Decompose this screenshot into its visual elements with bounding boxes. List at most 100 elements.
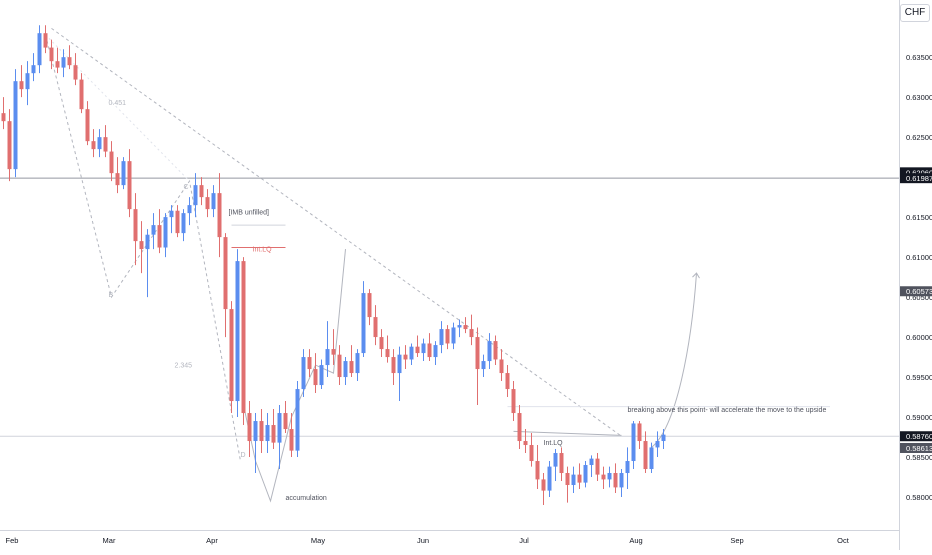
candle <box>404 345 408 369</box>
candle-body <box>128 161 132 209</box>
candle-body <box>218 193 222 237</box>
candle <box>542 473 546 505</box>
candle <box>662 429 666 449</box>
candle <box>308 349 312 377</box>
candle <box>98 129 102 157</box>
candle <box>650 443 654 473</box>
candle-body <box>284 413 288 429</box>
candle-body <box>146 235 150 249</box>
price-axis-tick: 0.63500 <box>906 53 932 62</box>
candle <box>134 193 138 265</box>
candle-body <box>350 361 354 373</box>
candle-body <box>248 413 252 441</box>
candle <box>536 445 540 489</box>
time-axis-tick: Aug <box>629 536 642 545</box>
candle-body <box>266 425 270 441</box>
candle <box>416 335 420 357</box>
candle-body <box>50 48 54 62</box>
price-axis-tick: 0.61500 <box>906 213 932 222</box>
candle <box>320 359 324 389</box>
candle-body <box>476 337 480 369</box>
price-axis-layer: 0.580000.585000.590000.595000.600000.605… <box>900 0 932 550</box>
drawing-point-label: D <box>241 452 246 459</box>
candle-body <box>272 425 276 443</box>
candle-body <box>152 225 156 235</box>
candle-body <box>404 355 408 360</box>
candle-body <box>428 343 432 357</box>
candle-body <box>74 65 78 79</box>
candle <box>260 409 264 453</box>
candle <box>380 329 384 357</box>
candle-body <box>626 461 630 473</box>
candle <box>584 461 588 487</box>
candle <box>614 463 618 493</box>
price-label-text: 0.61987 <box>906 174 932 183</box>
candle-body <box>80 80 84 110</box>
candle <box>62 49 66 77</box>
candle <box>428 333 432 361</box>
candle <box>92 129 96 157</box>
drawing-point-label: 2.345 <box>175 362 193 369</box>
candle-body <box>62 57 66 67</box>
price-axis-tick: 0.63000 <box>906 93 932 102</box>
candle <box>152 213 156 249</box>
price-axis-tick: 0.58500 <box>906 453 932 462</box>
time-axis-tick: Jul <box>519 536 529 545</box>
accumulation-path <box>244 249 346 501</box>
candle <box>206 189 210 217</box>
candle <box>26 61 30 105</box>
candle <box>140 221 144 273</box>
candle <box>608 467 612 488</box>
candle <box>512 381 516 421</box>
candle <box>464 317 468 333</box>
candle <box>434 341 438 365</box>
candle-body <box>596 459 600 475</box>
candle-body <box>122 161 126 185</box>
price-label-text: 0.60573 <box>906 287 932 296</box>
candle <box>344 357 348 385</box>
candle-body <box>494 341 498 359</box>
candle <box>44 25 48 53</box>
candle-body <box>638 423 642 441</box>
drawing-point-label: C <box>184 184 189 191</box>
candle-body <box>602 475 606 480</box>
candle <box>38 25 42 73</box>
candle <box>188 197 192 225</box>
candle-body <box>188 205 192 213</box>
candle-body <box>206 197 210 209</box>
candle <box>398 347 402 401</box>
candle-body <box>554 453 558 467</box>
candle-body <box>140 241 144 249</box>
candle <box>560 447 564 481</box>
candle <box>524 429 528 453</box>
chart-annotation: accumulation <box>286 495 327 502</box>
candle <box>452 323 456 349</box>
candle <box>146 229 150 297</box>
candle-body <box>548 467 552 491</box>
candle-body <box>356 353 360 373</box>
candle-body <box>56 61 60 67</box>
time-axis-tick: Sep <box>730 536 743 545</box>
candle <box>458 319 462 337</box>
candle-body <box>86 109 90 141</box>
candle-body <box>344 361 348 377</box>
projection-arrow <box>652 273 697 447</box>
candle <box>368 289 372 325</box>
candle <box>218 173 222 257</box>
candle <box>272 409 276 449</box>
candle <box>470 315 474 345</box>
candle <box>566 467 570 503</box>
price-axis-tick: 0.60000 <box>906 333 932 342</box>
candle-body <box>512 389 516 413</box>
currency-badge[interactable]: CHF <box>900 4 930 22</box>
candle-body <box>164 217 168 247</box>
candle <box>374 305 378 345</box>
candle-body <box>170 211 174 217</box>
candle <box>230 301 234 413</box>
candle <box>410 343 414 365</box>
chart-annotation: breaking above this point- will accelera… <box>628 407 827 414</box>
candle <box>422 339 426 361</box>
candle <box>110 141 114 181</box>
